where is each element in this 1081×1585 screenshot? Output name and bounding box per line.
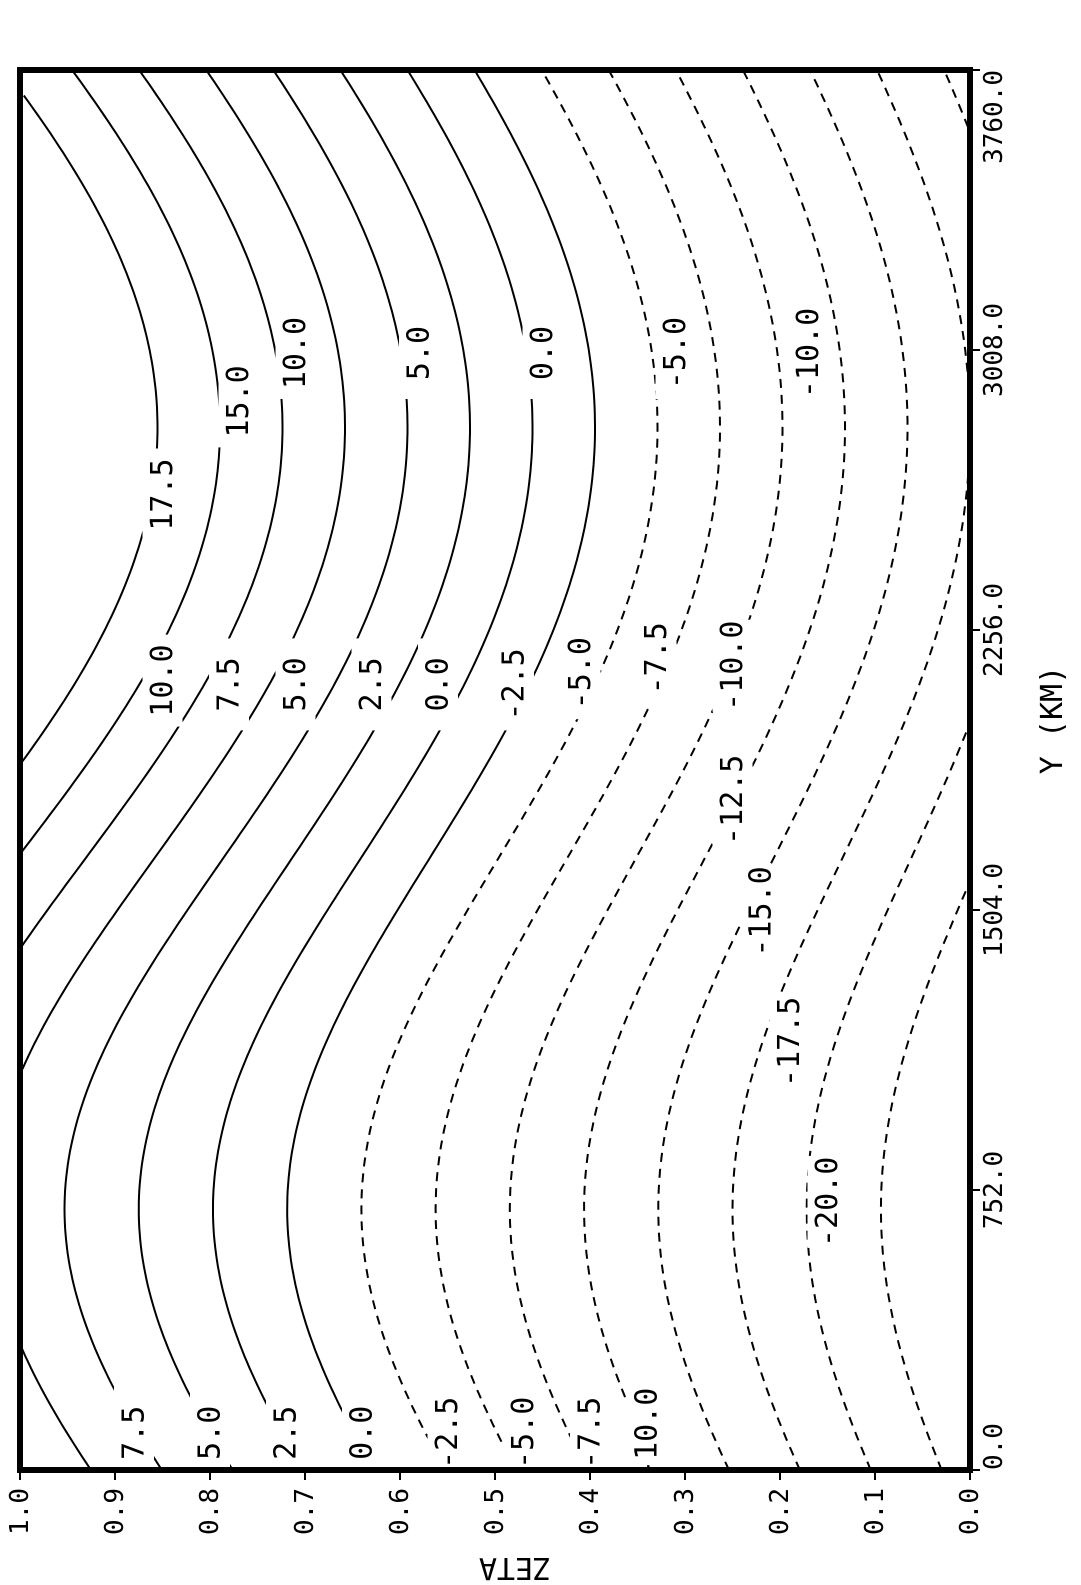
- contour-line: [286, 69, 596, 1471]
- contour-label: 0.0: [525, 326, 560, 380]
- contour-line: [63, 69, 409, 1471]
- contour-label-background: [503, 1386, 544, 1479]
- contour-line: [508, 69, 784, 1471]
- y-tick-label: 0.4: [575, 1488, 605, 1535]
- contour-label-background: [275, 638, 316, 731]
- contour-label-background: [427, 1386, 468, 1479]
- contour-label-background: [560, 627, 601, 720]
- contour-label: -5.0: [506, 1397, 541, 1469]
- y-tick-label: 0.7: [290, 1488, 320, 1535]
- y-tick-label: 0.2: [765, 1488, 795, 1535]
- contour-line: [21, 69, 346, 1471]
- contour-label-background: [142, 634, 183, 727]
- x-tick-label: 2256.0: [979, 583, 1009, 677]
- contour-labels: 7.5 5.0 2.5 0.0 -2.5 -5.0 -7.5 -10.0 -20.0 -17.5 -…: [114, 307, 848, 1479]
- y-axis-ticks: 0.0 0.1 0.2 0.3 0.4 0.5 0.6 0.7 0.8 0.9 1.0: [5, 1470, 985, 1535]
- x-axis-ticks: 0.0 752.0 1504.0 2256.0 3008.0 3760.0: [970, 69, 1009, 1471]
- contour-label-background: [522, 307, 563, 399]
- contour-line: [657, 69, 909, 1471]
- contour-label: -12.5: [715, 755, 750, 845]
- contour-line: [137, 69, 471, 1471]
- contour-label: -17.5: [772, 997, 807, 1087]
- x-axis-title: Y (KM): [1035, 666, 1070, 774]
- contour-line: [731, 69, 971, 1471]
- contour-label: 2.5: [269, 1406, 304, 1460]
- contour-line: [212, 69, 534, 1471]
- y-tick-label: 0.3: [670, 1488, 700, 1535]
- y-tick-label: 0.5: [480, 1488, 510, 1535]
- x-tick-label: 0.0: [979, 1423, 1009, 1470]
- contour-label-background: [712, 753, 753, 846]
- contour-label: 7.5: [212, 657, 247, 711]
- contour-label-background: [636, 612, 677, 705]
- contour-label: 2.5: [354, 657, 389, 711]
- contour-label-background: [655, 307, 696, 399]
- contour-label-background: [788, 307, 829, 399]
- contour-label: 5.0: [193, 1406, 228, 1460]
- contour-line: [434, 69, 721, 1471]
- contour-label-background: [807, 1155, 848, 1248]
- contour-label-background: [399, 307, 439, 399]
- contour-label-background: [712, 619, 753, 712]
- contour-label: -10.0: [630, 1388, 665, 1478]
- contour-label-background: [741, 865, 781, 958]
- contour-label: 15.0: [221, 365, 256, 437]
- contour-label-background: [769, 995, 810, 1088]
- contour-label-background: [627, 1386, 667, 1479]
- x-tick-label: 3008.0: [979, 303, 1009, 397]
- contour-label: 17.5: [145, 458, 180, 530]
- contour-label: 0.0: [421, 657, 456, 711]
- contour-label: 10.0: [278, 317, 313, 389]
- contour-line: [879, 884, 970, 1471]
- contour-label: 0.0: [345, 1406, 380, 1460]
- contour-label-background: [218, 355, 259, 448]
- contour-label: -10.0: [791, 308, 826, 398]
- y-tick-label: 0.0: [955, 1488, 985, 1535]
- contour-label-background: [570, 1386, 610, 1479]
- contour-label: -15.0: [744, 866, 779, 956]
- plot-frame: [17, 67, 973, 1473]
- y-tick-label: 0.6: [385, 1488, 415, 1535]
- contour-label: 7.5: [117, 1406, 152, 1460]
- contour-label: 5.0: [278, 657, 313, 711]
- contour-label-background: [418, 638, 458, 731]
- contour-line: [20, 69, 221, 854]
- y-tick-label: 0.1: [860, 1488, 890, 1535]
- contour-label-background: [266, 1386, 306, 1479]
- contour-label: -7.5: [573, 1397, 608, 1469]
- y-axis-title: ZETA: [479, 1550, 551, 1585]
- contour-label-background: [142, 448, 183, 541]
- contour-line: [19, 94, 159, 765]
- x-tick-label: 1504.0: [979, 863, 1009, 957]
- y-tick-label: 1.0: [5, 1488, 35, 1535]
- contour-label: -5.0: [563, 637, 598, 709]
- contour-label-background: [190, 1386, 230, 1479]
- contour-line: [360, 69, 659, 1471]
- contour-label-background: [275, 307, 316, 399]
- y-tick-label: 0.8: [195, 1488, 225, 1535]
- contour-line: [583, 69, 846, 1471]
- contour-label-background: [342, 1386, 382, 1479]
- contour-label: -7.5: [639, 622, 674, 694]
- contour-label: -10.0: [715, 621, 750, 711]
- contour-label: -5.0: [658, 317, 693, 389]
- contour-label-background: [114, 1386, 154, 1479]
- contour-label-background: [209, 638, 249, 731]
- contour-label: -20.0: [810, 1157, 845, 1247]
- contour-label: -2.5: [430, 1397, 465, 1469]
- y-tick-label: 0.9: [100, 1488, 130, 1535]
- contour-label: 5.0: [402, 326, 437, 380]
- x-tick-label: 752.0: [979, 1151, 1009, 1229]
- contour-label: -2.5: [497, 648, 532, 720]
- contour-label: 10.0: [145, 644, 180, 716]
- contour-label-background: [351, 638, 392, 731]
- contour-lines: [19, 69, 971, 1471]
- contour-line: [805, 69, 970, 1471]
- contour-line: [19, 69, 284, 949]
- contour-label-background: [494, 638, 534, 731]
- x-tick-label: 3760.0: [979, 70, 1009, 164]
